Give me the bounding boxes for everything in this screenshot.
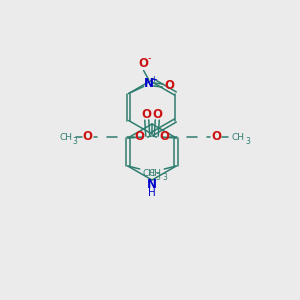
Text: CH: CH	[149, 169, 162, 178]
Text: CH: CH	[60, 133, 73, 142]
Text: O: O	[139, 57, 148, 70]
Text: N: N	[144, 77, 154, 90]
Text: O: O	[160, 130, 170, 143]
Text: 3: 3	[245, 136, 250, 146]
Text: O: O	[212, 130, 222, 143]
Text: H: H	[148, 188, 156, 198]
Text: 3: 3	[162, 172, 167, 182]
Text: CH: CH	[142, 169, 155, 178]
Text: O: O	[142, 107, 152, 121]
Text: 3: 3	[156, 172, 161, 182]
Text: 3: 3	[73, 136, 78, 146]
Text: +: +	[150, 74, 157, 83]
Text: O: O	[82, 130, 92, 143]
Text: O: O	[134, 130, 144, 143]
Text: O: O	[152, 107, 162, 121]
Text: O: O	[165, 79, 175, 92]
Text: N: N	[147, 178, 157, 191]
Text: -: -	[148, 53, 152, 64]
Text: CH: CH	[231, 133, 244, 142]
